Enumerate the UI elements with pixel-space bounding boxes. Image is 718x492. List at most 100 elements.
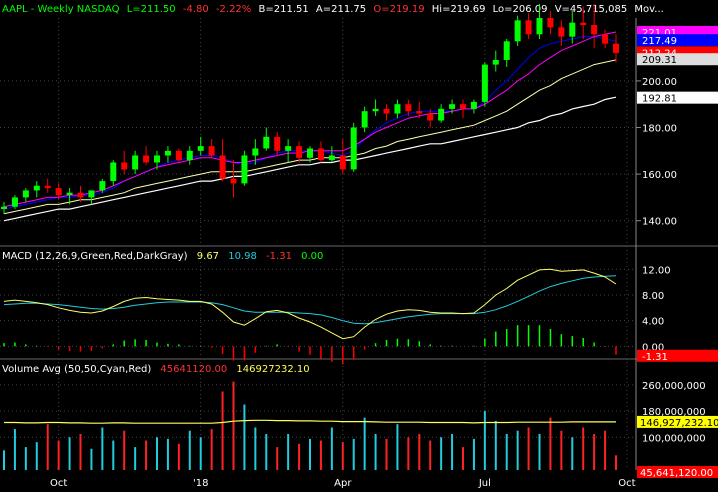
macd-line: [3, 268, 617, 340]
candle-up: [438, 108, 445, 121]
candle-up: [350, 127, 357, 170]
candle-up: [481, 64, 488, 102]
candle-down: [230, 178, 237, 184]
price-tick-label: 160.00: [642, 170, 677, 181]
price-badge: [637, 91, 718, 104]
candle-down: [143, 155, 150, 163]
volume-tick-label: 260,000,000: [642, 381, 706, 392]
macd-legend: MACD (12,26,9,Green,Red,DarkGray) 9.67 1…: [2, 251, 323, 262]
price-tick-label: 140.00: [642, 217, 677, 228]
macd-signal-line: [3, 275, 617, 325]
macd-tick-label: 0.00: [642, 342, 664, 353]
candle-down: [44, 185, 51, 189]
candle-down: [219, 155, 226, 179]
candle-down: [55, 188, 62, 196]
macd-signal-value: 10.98: [228, 251, 257, 262]
x-tick-label: Apr: [334, 478, 352, 489]
candle-down: [77, 192, 84, 198]
candle-up: [132, 155, 139, 170]
candle-up: [33, 185, 40, 191]
candle-up: [11, 197, 18, 207]
candle-up: [99, 181, 106, 191]
ma-yellow-line: [3, 59, 617, 215]
candle-up: [186, 150, 193, 161]
price-tick-label: 180.00: [642, 124, 677, 135]
header-ask: A=211.75: [316, 4, 366, 15]
price-badge: [637, 34, 718, 47]
volume-last-badge-label: 45,641,120.00: [640, 468, 713, 479]
price-badge-label: 221.01: [642, 28, 677, 39]
macd-badge-label: -1.31: [642, 352, 668, 363]
ma-white-line: [3, 96, 617, 222]
volume-legend: Volume Avg (50,50,Cyan,Red) 45641120.00 …: [2, 364, 310, 375]
macd-panel: [3, 268, 617, 365]
candle-down: [175, 150, 182, 161]
price-badge-label: 192.81: [642, 94, 677, 105]
macd-value: 9.67: [197, 251, 219, 262]
candle-up: [449, 104, 456, 109]
ma-blue-line: [3, 36, 617, 210]
candle-up: [328, 155, 335, 161]
candle-down: [525, 20, 532, 35]
candle-down: [427, 113, 434, 121]
macd-badge: [637, 349, 718, 362]
candle-down: [121, 162, 128, 170]
price-panel: [1, 4, 619, 222]
candle-up: [252, 148, 259, 156]
x-tick-label: Jul: [478, 478, 491, 489]
candle-down: [558, 27, 565, 37]
candle-down: [547, 18, 554, 28]
header-open: O=219.19: [373, 4, 424, 15]
x-tick-label: Oct: [618, 478, 635, 489]
volume-avg-badge: [637, 415, 718, 428]
candle-up: [372, 108, 379, 112]
x-tick-label: '18: [193, 478, 208, 489]
volume-avg-value: 146927232.10: [236, 364, 309, 375]
header-last: L=211.50: [127, 4, 176, 15]
macd-label: MACD (12,26,9,Green,Red,DarkGray): [2, 251, 188, 262]
candle-up: [503, 41, 510, 60]
header-low: Lo=206.09: [493, 4, 548, 15]
grid: [0, 18, 636, 470]
volume-label: Volume Avg (50,50,Cyan,Red): [2, 364, 151, 375]
candle-down: [613, 43, 619, 53]
volume-tick-label: 100,000,000: [642, 433, 706, 444]
candle-up: [164, 150, 171, 156]
candle-down: [416, 111, 423, 114]
candle-down: [591, 24, 598, 35]
candle-down: [296, 146, 303, 158]
x-tick-label: Oct: [50, 478, 67, 489]
candle-up: [394, 104, 401, 114]
candle-down: [460, 104, 466, 109]
header-high: Hi=219.69: [432, 4, 486, 15]
macd-tick-label: 4.00: [642, 317, 664, 328]
candle-up: [66, 192, 73, 196]
header-change: -4.80: [183, 4, 209, 15]
macd-tick-label: 12.00: [642, 265, 671, 276]
macd-tick-label: 8.00: [642, 291, 664, 302]
header-change-pct: -2.22%: [216, 4, 251, 15]
price-badge-label: 217.49: [642, 36, 677, 47]
macd-hist-value: -1.31: [266, 251, 292, 262]
volume-last-badge: [637, 466, 718, 478]
candle-up: [241, 155, 248, 184]
candle-up: [514, 20, 521, 42]
candle-up: [197, 146, 204, 151]
axes: Oct '18 Apr Jul Oct 140.00 160.00 180.00 200.00 0…: [50, 25, 718, 489]
candle-up: [154, 155, 160, 163]
header-volume: V=45,715,085: [555, 4, 627, 15]
volume-average-line: [4, 419, 616, 424]
candle-down: [580, 22, 587, 25]
header-mov: Mov...: [634, 4, 663, 15]
header-bid: B=211.51: [259, 4, 309, 15]
price-tick-label: 200.00: [642, 77, 677, 88]
candle-up: [88, 190, 95, 198]
candle-down: [317, 148, 324, 161]
price-badge-label: 209.31: [642, 55, 677, 66]
volume-tick-label: 180,000,000: [642, 407, 706, 418]
candle-up: [285, 146, 292, 151]
header-symbol: AAPL - Weekly NASDAQ: [2, 4, 120, 15]
candle-down: [208, 146, 215, 156]
